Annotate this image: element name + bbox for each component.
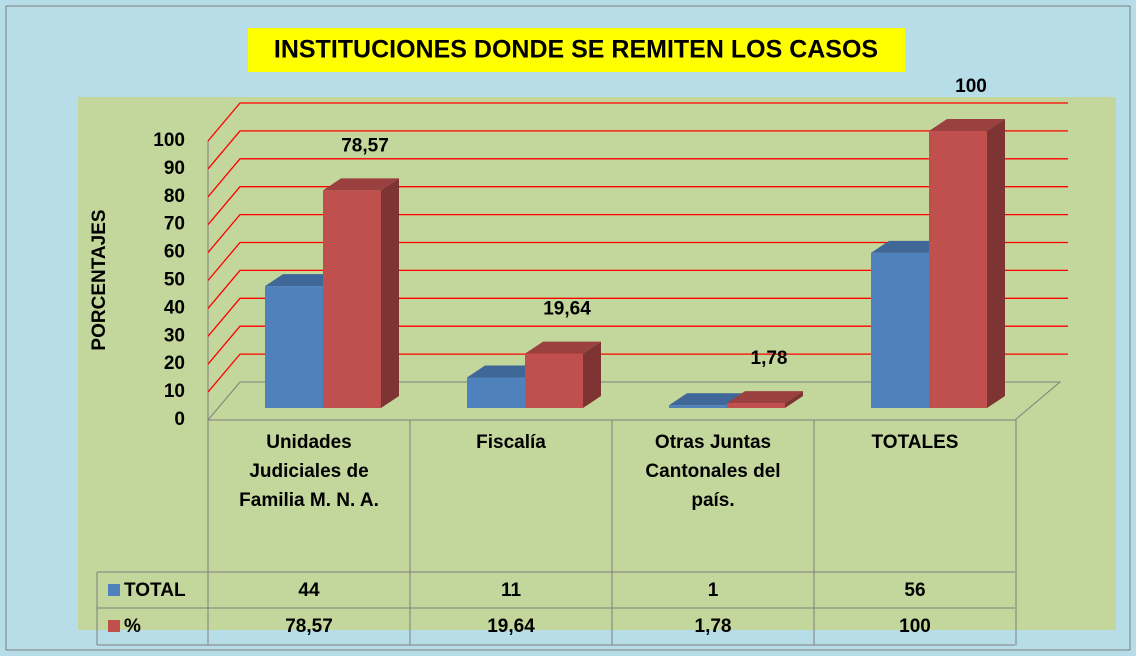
- bar-front: [265, 286, 323, 408]
- bar: [929, 119, 1005, 408]
- frame: [5, 5, 1131, 651]
- bar-top: [265, 274, 341, 287]
- grid-line: [207, 353, 1068, 393]
- table-value: 56: [904, 580, 925, 601]
- bar-top: [871, 240, 947, 253]
- legend-swatch: [108, 584, 120, 596]
- bar-top: [323, 178, 399, 191]
- category-label: Unidades Judiciales de Familia M. N. A.: [239, 432, 379, 511]
- y-tick-label: 90: [164, 158, 185, 179]
- legend-swatch: [108, 620, 120, 632]
- bar-front: [929, 131, 987, 408]
- bar-top: [467, 365, 543, 378]
- bar: [323, 178, 399, 408]
- table-value: 100: [899, 616, 931, 637]
- y-tick-label: 0: [174, 409, 185, 430]
- bar-side: [381, 178, 399, 408]
- y-axis-label: PORCENTAJES: [89, 209, 110, 350]
- grid-line: [207, 241, 1068, 281]
- y-tick-label: 80: [164, 186, 185, 207]
- bar-top: [525, 341, 601, 354]
- data-label: 1,78: [751, 348, 788, 369]
- bar: [525, 341, 601, 408]
- table-value: 78,57: [285, 616, 333, 637]
- y-tick-label: 100: [153, 130, 185, 151]
- y-tick-label: 60: [164, 242, 185, 263]
- y-tick-label: 70: [164, 214, 185, 235]
- bar-front: [323, 190, 381, 408]
- legend-label: TOTAL: [124, 580, 186, 601]
- bar-side: [785, 391, 803, 408]
- bar-front: [525, 353, 583, 408]
- bar: [727, 391, 803, 408]
- category-label: TOTALES: [871, 432, 959, 453]
- bar-top: [669, 393, 745, 406]
- bar-front: [669, 405, 727, 408]
- category-label: Fiscalía: [476, 432, 546, 453]
- bar-front: [871, 252, 929, 408]
- grid-line: [207, 102, 1068, 142]
- bar-top: [727, 391, 803, 404]
- grid-line: [207, 297, 1068, 337]
- data-label: 19,64: [543, 299, 591, 320]
- bar-front: [467, 377, 525, 408]
- table-value: 1: [708, 580, 719, 601]
- data-label: 78,57: [341, 135, 389, 156]
- y-tick-label: 50: [164, 270, 185, 291]
- table-value: 44: [298, 580, 320, 601]
- category-label: Otras Juntas Cantonales del país.: [645, 432, 781, 511]
- legend-label: %: [124, 616, 141, 637]
- grid-line: [207, 213, 1068, 254]
- bar-front: [727, 403, 785, 408]
- grid-line: [207, 325, 1068, 365]
- table-value: 1,78: [695, 616, 732, 637]
- data-label: 100: [955, 76, 987, 97]
- bar-top: [929, 119, 1005, 131]
- y-tick-label: 30: [164, 325, 185, 346]
- grid-line: [207, 130, 1068, 170]
- floor: [206, 381, 1062, 421]
- table-value: 19,64: [487, 616, 535, 637]
- y-tick-label: 40: [164, 297, 185, 318]
- table-value: 11: [501, 580, 522, 601]
- bar-side: [987, 119, 1005, 408]
- chart-title: INSTITUCIONES DONDE SE REMITEN LOS CASOS: [274, 36, 878, 64]
- y-tick-label: 10: [164, 381, 185, 402]
- grid-line: [207, 269, 1068, 309]
- grid-line: [207, 186, 1068, 226]
- grid-line: [207, 158, 1068, 198]
- title-box: [248, 28, 905, 72]
- y-tick-label: 20: [164, 353, 185, 374]
- bar-side: [583, 341, 601, 408]
